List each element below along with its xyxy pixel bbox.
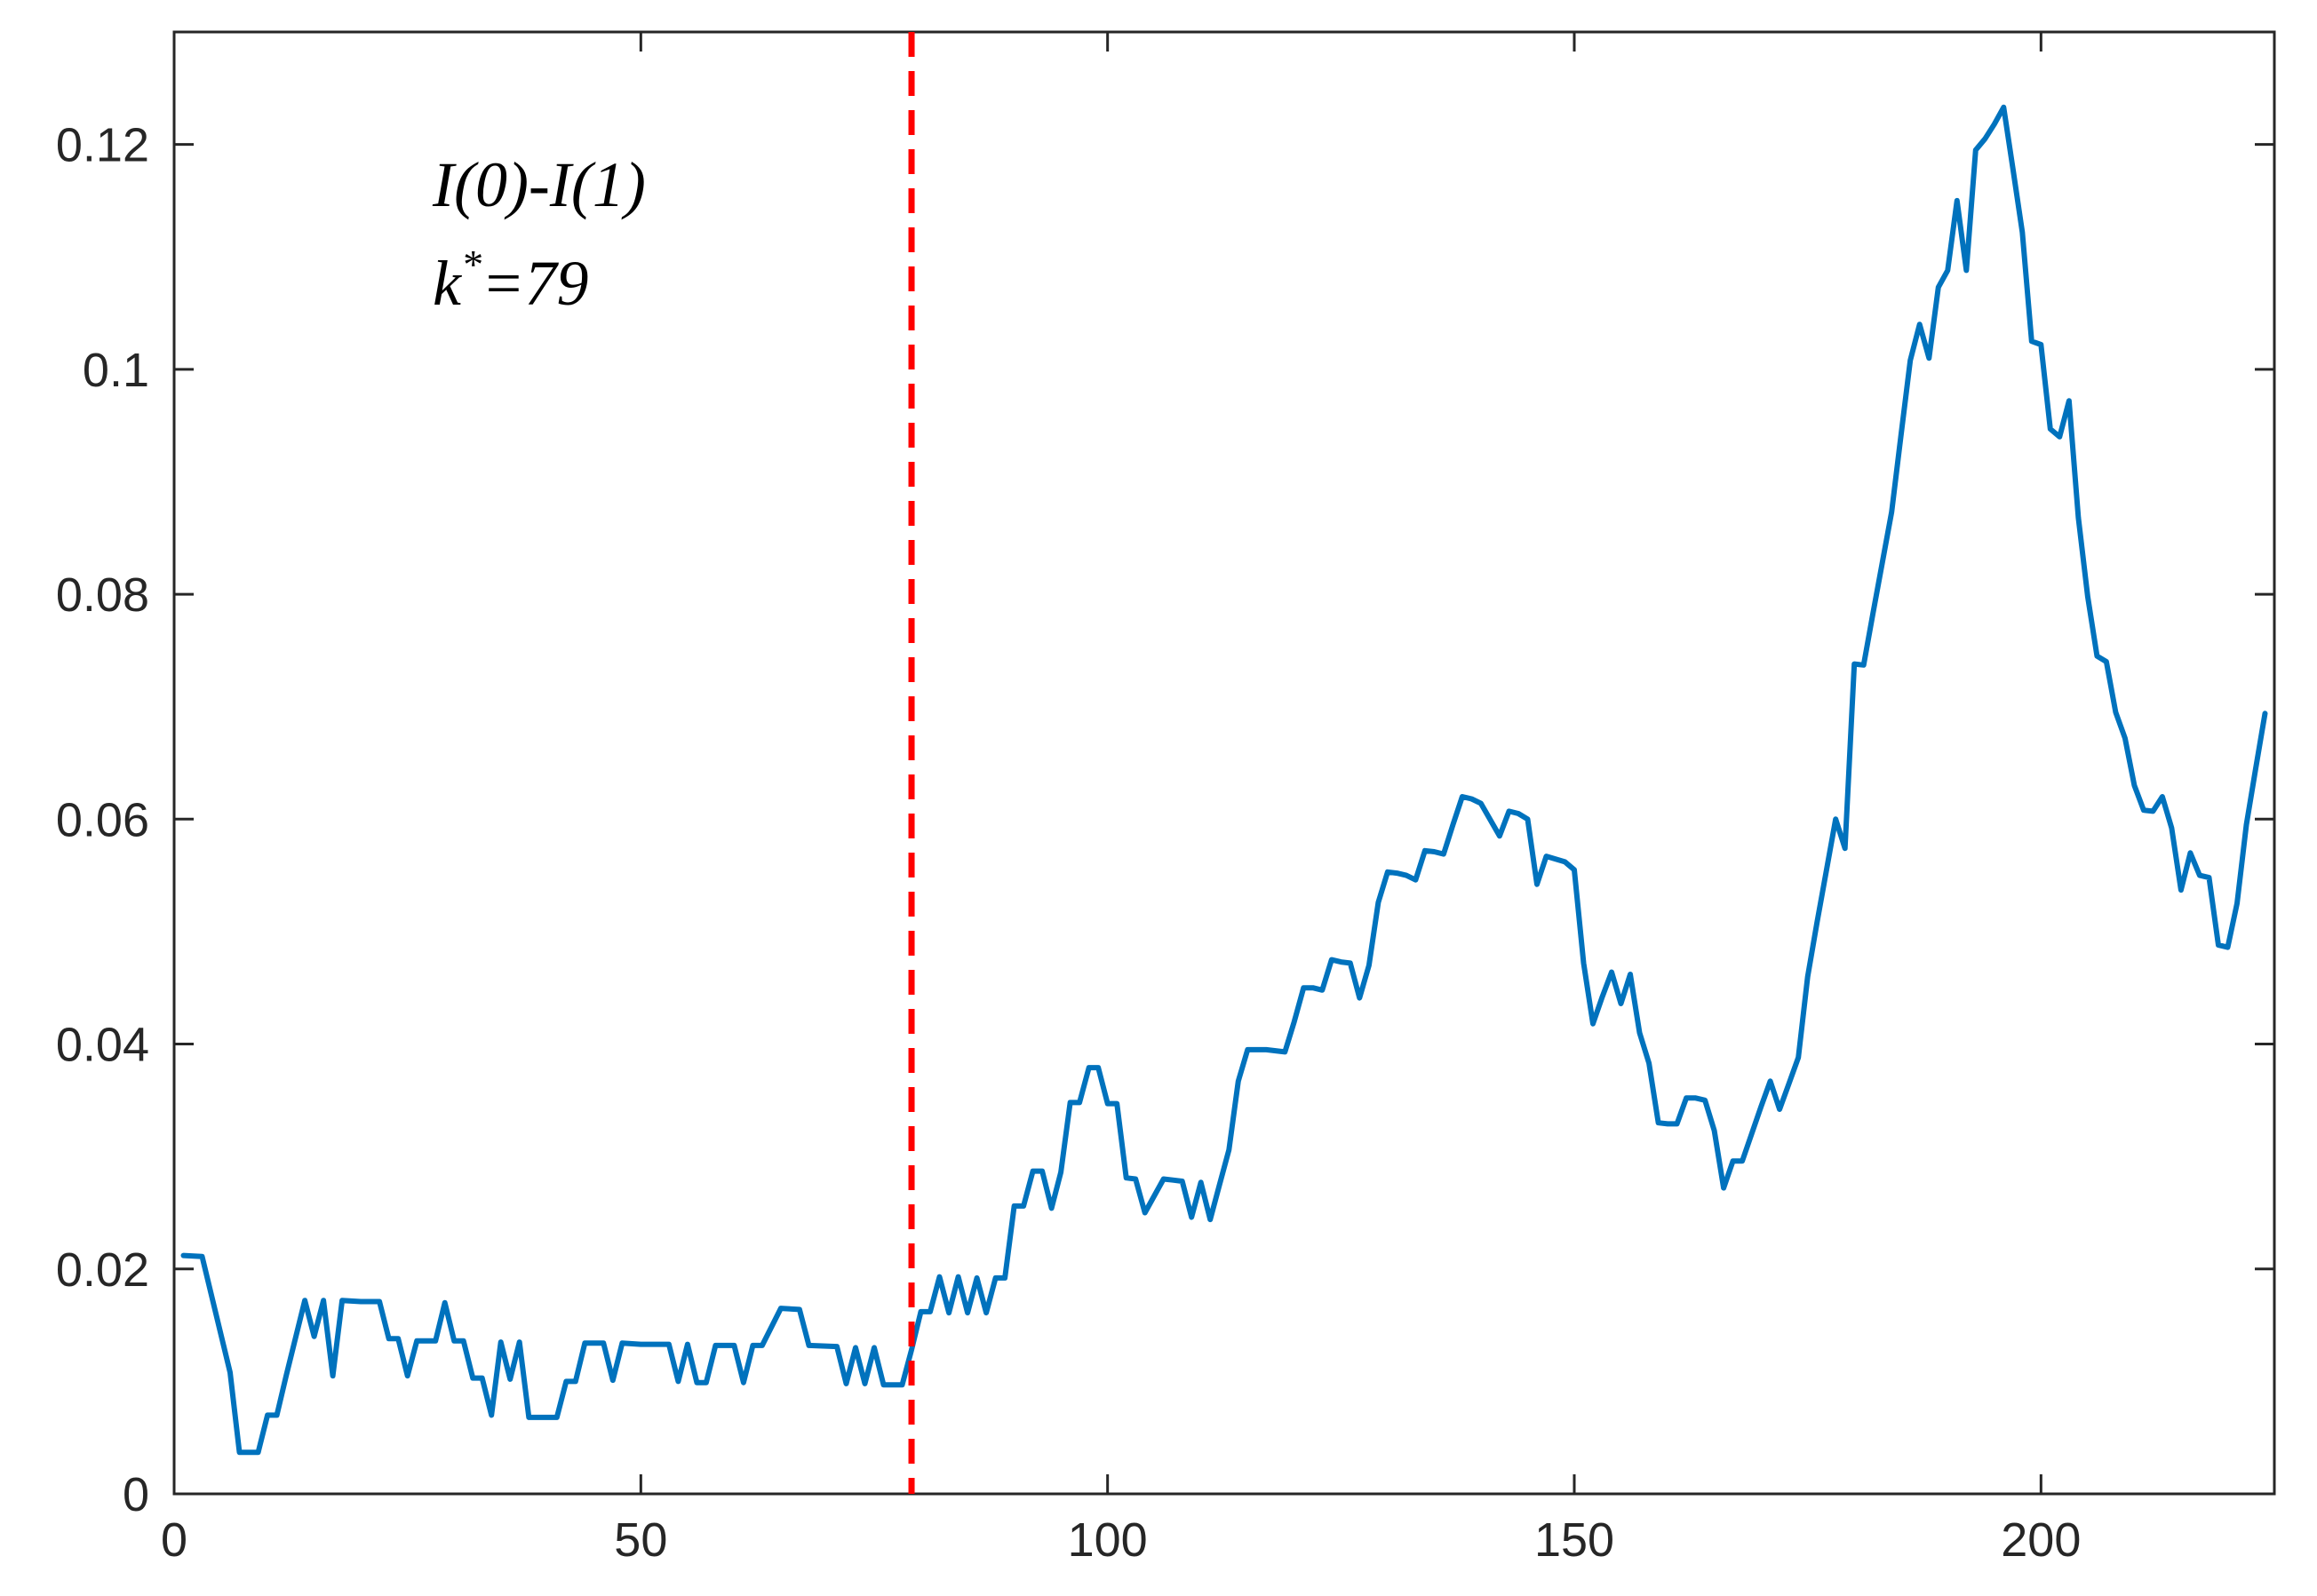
x-tick-label: 100 [1068,1513,1148,1567]
x-tick-label: 200 [2001,1513,2081,1567]
annotation-line-1: I(0)-I(1) [432,149,646,220]
x-tick-label: 50 [614,1513,667,1567]
annotation: I(0)-I(1) k*=79 [432,149,646,319]
y-tick-label: 0.06 [56,793,149,846]
series-layer [180,32,2268,1494]
annotation-k: k [433,248,463,319]
series-line [180,104,2268,1456]
x-tick-label: 0 [161,1513,187,1567]
plot-frame [172,30,2276,1496]
axes [172,30,2276,1496]
y-tick-label: 0.02 [56,1243,149,1297]
annotation-line-2: k*=79 [433,242,589,319]
annotation-value: =79 [482,248,589,319]
x-tick-label: 150 [1534,1513,1614,1567]
ticks: 0 50 100 150 200 0 0.02 0.04 0.06 0.08 0.1 0.12 [56,32,2274,1567]
annotation-superscript: * [461,242,482,287]
y-tick-label: 0 [123,1468,149,1521]
y-tick-label: 0.04 [56,1019,149,1072]
y-tick-label: 0.08 [56,568,149,622]
y-tick-label: 0.1 [83,344,149,397]
y-tick-label: 0.12 [56,119,149,172]
